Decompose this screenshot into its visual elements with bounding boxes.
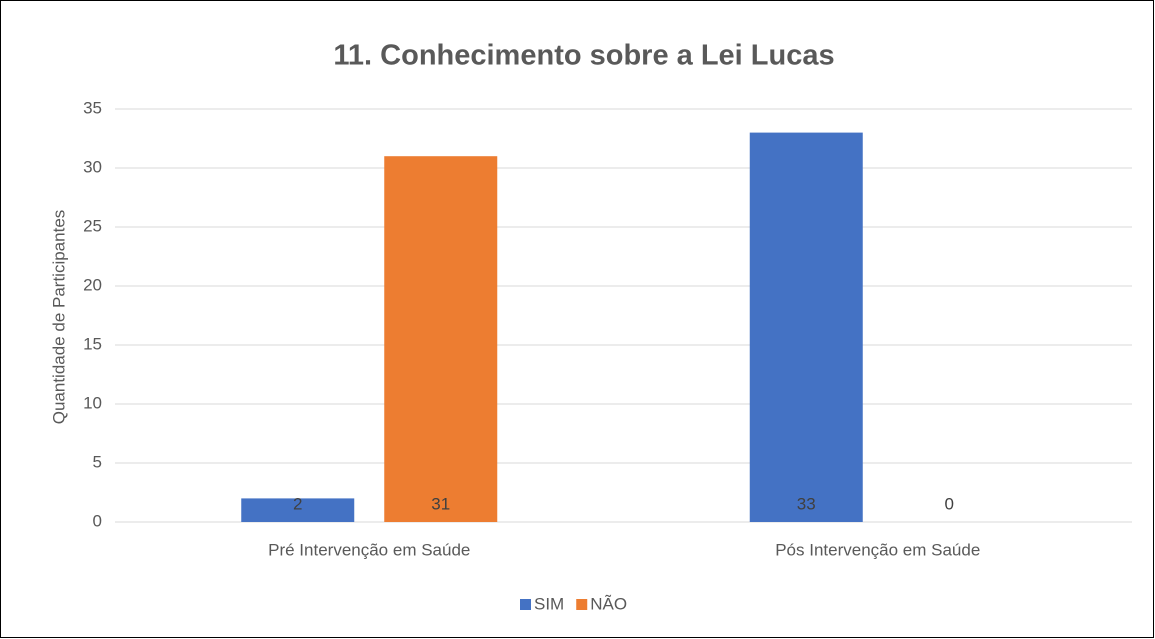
y-tick-label: 20	[83, 275, 102, 294]
y-tick-label: 5	[93, 452, 102, 471]
legend-swatch	[520, 599, 531, 610]
x-tick-label: Pré Intervenção em Saúde	[268, 540, 470, 559]
y-tick-label: 15	[83, 334, 102, 353]
data-label: 33	[797, 494, 816, 513]
y-tick-label: 10	[83, 393, 102, 412]
y-tick-label: 30	[83, 157, 102, 176]
y-axis-label: Quantidade de Participantes	[49, 210, 68, 425]
data-label: 0	[945, 494, 954, 513]
data-label: 2	[293, 494, 302, 513]
y-tick-label: 35	[83, 98, 102, 117]
chart-title: 11. Conhecimento sobre a Lei Lucas	[333, 40, 834, 72]
y-tick-label: 25	[83, 216, 102, 235]
legend-swatch	[576, 599, 588, 610]
bar	[749, 132, 863, 522]
y-tick-label: 0	[93, 511, 102, 530]
legend-label: NÃO	[590, 594, 627, 613]
legend-label: SIM	[534, 594, 564, 613]
bar	[384, 156, 498, 522]
bar	[241, 498, 355, 522]
x-tick-label: Pós Intervenção em Saúde	[775, 540, 980, 559]
data-label: 31	[431, 494, 450, 513]
